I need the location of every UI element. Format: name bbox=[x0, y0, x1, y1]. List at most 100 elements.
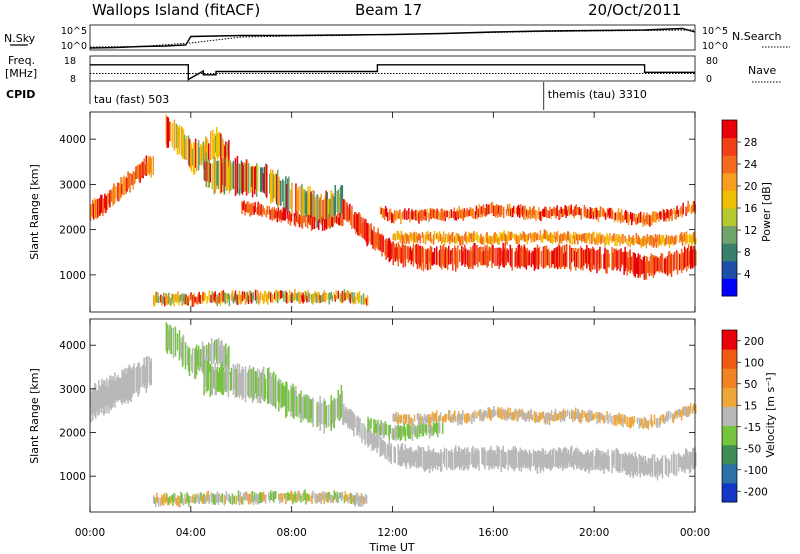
echo-cell bbox=[490, 247, 492, 261]
echo-cell bbox=[106, 195, 108, 211]
echo-cell bbox=[497, 406, 499, 418]
echo-cell bbox=[345, 406, 347, 424]
echo-cell bbox=[647, 420, 650, 430]
echo-cell bbox=[344, 292, 347, 301]
echo-cell bbox=[626, 251, 628, 276]
echo-cell bbox=[305, 291, 307, 301]
echo-cell bbox=[270, 169, 272, 204]
echo-cell bbox=[400, 248, 403, 264]
echo-cell bbox=[223, 143, 225, 162]
echo-cell bbox=[472, 445, 474, 468]
echo-cell bbox=[648, 458, 651, 475]
echo-cell bbox=[547, 452, 550, 468]
echo-cell bbox=[606, 233, 608, 241]
echo-cell bbox=[413, 231, 416, 243]
echo-cell bbox=[392, 429, 395, 440]
echo-cell bbox=[661, 235, 664, 244]
echo-cell bbox=[430, 237, 433, 244]
echo-cell bbox=[238, 363, 241, 399]
echo-cell bbox=[225, 343, 227, 374]
echo-cell bbox=[272, 169, 274, 203]
echo-cell bbox=[568, 205, 571, 216]
colorbar-swatch bbox=[722, 482, 737, 503]
echo-cell bbox=[569, 236, 571, 244]
echo-cell bbox=[345, 494, 348, 502]
echo-cell bbox=[256, 368, 259, 403]
echo-cell bbox=[216, 491, 219, 502]
echo-cell bbox=[452, 248, 454, 271]
echo-cell bbox=[464, 414, 466, 423]
echo-cell bbox=[559, 411, 562, 423]
echo-cell bbox=[505, 235, 507, 244]
echo-cell bbox=[349, 293, 352, 304]
echo-cell bbox=[628, 234, 630, 242]
echo-cell bbox=[536, 244, 539, 269]
echo-cell bbox=[519, 247, 522, 269]
echo-cell bbox=[624, 452, 626, 471]
echo-cell bbox=[286, 493, 288, 502]
echo-cell bbox=[107, 192, 109, 209]
echo-cell bbox=[677, 409, 680, 416]
echo-cell bbox=[337, 496, 340, 504]
echo-cell bbox=[359, 417, 361, 438]
echo-cell bbox=[173, 119, 176, 151]
echo-cell bbox=[646, 463, 649, 476]
echo-cell bbox=[603, 235, 605, 243]
echo-cell bbox=[389, 425, 392, 434]
echo-cell bbox=[415, 232, 418, 241]
echo-cell bbox=[434, 209, 436, 220]
echo-cell bbox=[556, 231, 559, 242]
echo-cell bbox=[111, 191, 113, 202]
echo-cell bbox=[188, 496, 190, 507]
echo-cell bbox=[158, 497, 160, 507]
echo-cell bbox=[547, 248, 550, 266]
echo-cell bbox=[584, 454, 586, 472]
echo-cell bbox=[312, 215, 315, 229]
echo-cell bbox=[414, 244, 417, 263]
echo-cell bbox=[404, 414, 407, 425]
echo-cell bbox=[584, 232, 586, 243]
echo-cell bbox=[612, 235, 614, 241]
echo-cell bbox=[600, 414, 602, 421]
echo-cell bbox=[389, 209, 391, 221]
echo-cell bbox=[215, 296, 218, 305]
echo-cell bbox=[141, 161, 143, 178]
echo-cell bbox=[139, 367, 141, 388]
echo-cell bbox=[372, 231, 374, 249]
echo-cell bbox=[221, 163, 224, 185]
echo-cell bbox=[213, 293, 216, 301]
echo-cell bbox=[528, 412, 531, 422]
echo-cell bbox=[560, 233, 563, 244]
echo-cell bbox=[524, 247, 527, 268]
echo-cell bbox=[668, 212, 670, 222]
echo-cell bbox=[644, 219, 646, 226]
echo-cell bbox=[552, 235, 555, 242]
echo-cell bbox=[532, 449, 535, 467]
echo-cell bbox=[356, 292, 359, 301]
echo-cell bbox=[395, 212, 397, 222]
echo-cell bbox=[423, 210, 425, 221]
echo-cell bbox=[296, 211, 299, 223]
echo-cell bbox=[638, 255, 641, 276]
echo-cell bbox=[546, 232, 549, 242]
echo-cell bbox=[526, 452, 529, 469]
echo-cell bbox=[228, 294, 231, 307]
echo-cell bbox=[178, 330, 181, 361]
echo-cell bbox=[646, 233, 649, 244]
echo-cell bbox=[424, 416, 427, 425]
echo-cell bbox=[582, 454, 584, 468]
echo-cell bbox=[184, 139, 187, 160]
echo-cell bbox=[453, 413, 455, 422]
echo-cell bbox=[398, 426, 401, 438]
colorbar-tick-label: 12 bbox=[744, 225, 757, 237]
echo-cell bbox=[500, 205, 503, 216]
echo-cell bbox=[578, 448, 580, 469]
echo-cell bbox=[325, 405, 327, 428]
echo-cell bbox=[250, 167, 253, 187]
echo-cell bbox=[546, 249, 549, 266]
echo-cell bbox=[328, 214, 330, 226]
echo-cell bbox=[521, 408, 524, 420]
echo-cell bbox=[613, 233, 615, 242]
echo-cell bbox=[499, 410, 501, 418]
echo-cell bbox=[117, 182, 119, 202]
